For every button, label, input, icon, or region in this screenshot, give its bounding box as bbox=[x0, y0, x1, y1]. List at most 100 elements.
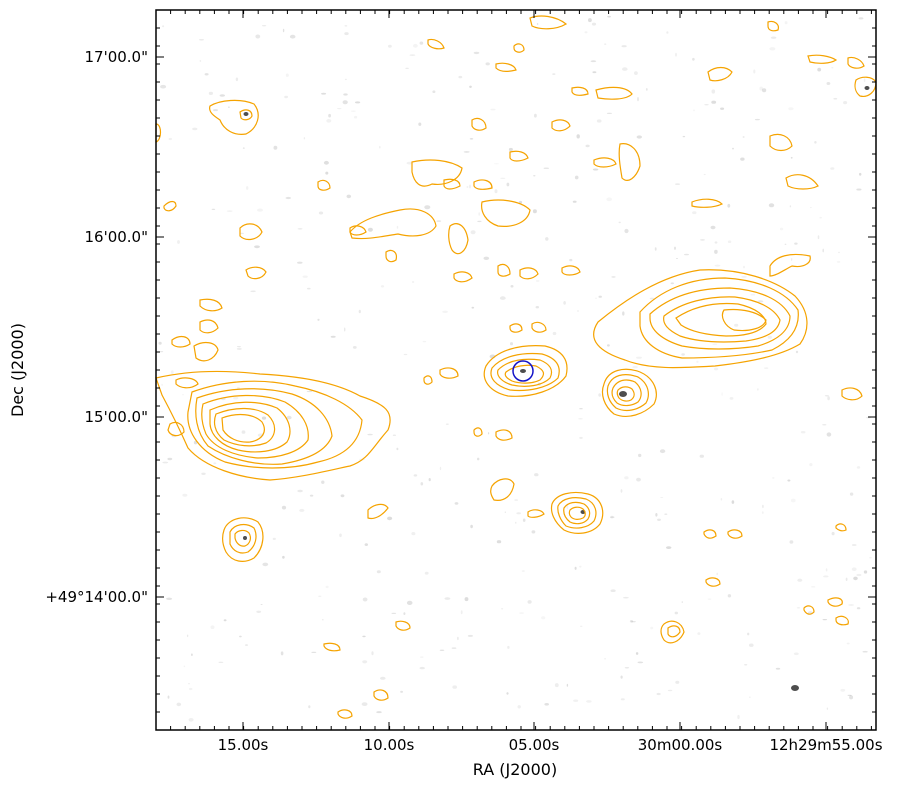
background-speck bbox=[239, 635, 242, 638]
background-speck bbox=[659, 449, 666, 454]
background-speck bbox=[413, 43, 418, 48]
background-speck bbox=[380, 676, 386, 680]
background-speck bbox=[286, 415, 292, 420]
background-speck bbox=[744, 664, 748, 666]
marker-circle bbox=[512, 360, 534, 382]
background-speck bbox=[814, 141, 817, 144]
background-speck bbox=[856, 607, 861, 610]
background-speck bbox=[376, 570, 381, 574]
background-speck bbox=[761, 511, 764, 514]
background-speck bbox=[405, 67, 409, 69]
x-tick-label: 10.00s bbox=[364, 736, 415, 754]
background-speck bbox=[534, 113, 537, 118]
background-speck bbox=[734, 323, 739, 327]
background-speck bbox=[721, 392, 723, 396]
background-speck bbox=[762, 504, 764, 509]
background-speck bbox=[585, 144, 590, 148]
background-speck bbox=[201, 472, 206, 475]
background-speck bbox=[681, 353, 685, 356]
background-speck bbox=[273, 145, 278, 150]
background-speck bbox=[684, 253, 689, 256]
background-speck bbox=[494, 189, 498, 194]
background-speck bbox=[592, 168, 599, 171]
background-speck bbox=[254, 245, 260, 249]
background-speck bbox=[439, 649, 445, 651]
background-speck bbox=[788, 107, 794, 111]
background-speck bbox=[519, 612, 524, 614]
background-speck bbox=[707, 598, 712, 600]
background-speck bbox=[552, 73, 556, 75]
background-speck bbox=[743, 265, 745, 269]
background-speck bbox=[655, 513, 658, 517]
background-speck bbox=[170, 370, 174, 375]
background-speck bbox=[317, 318, 320, 321]
background-speck bbox=[675, 52, 677, 57]
background-speck bbox=[800, 431, 806, 434]
background-speck bbox=[510, 342, 513, 346]
background-speck bbox=[337, 108, 342, 110]
background-speck bbox=[183, 665, 186, 668]
background-speck bbox=[574, 566, 577, 570]
background-speck bbox=[789, 540, 794, 544]
background-speck bbox=[161, 383, 163, 386]
background-speck bbox=[795, 350, 799, 354]
background-speck bbox=[856, 573, 862, 577]
background-speck bbox=[826, 707, 829, 710]
background-speck bbox=[255, 34, 261, 39]
background-speck bbox=[856, 466, 861, 469]
background-speck bbox=[469, 85, 472, 89]
background-speck bbox=[826, 432, 832, 437]
background-speck bbox=[496, 540, 502, 544]
background-speck bbox=[637, 661, 644, 664]
background-speck bbox=[797, 578, 803, 582]
background-speck bbox=[566, 505, 569, 510]
background-speck bbox=[321, 92, 327, 95]
background-speck bbox=[536, 22, 539, 26]
background-speck bbox=[770, 36, 777, 39]
background-speck bbox=[272, 537, 276, 541]
background-speck bbox=[403, 353, 408, 356]
background-speck bbox=[210, 625, 215, 629]
background-speck bbox=[471, 306, 475, 309]
background-speck bbox=[464, 597, 469, 602]
background-speck bbox=[260, 604, 263, 605]
background-speck bbox=[330, 335, 336, 338]
background-speck bbox=[376, 711, 382, 714]
background-speck bbox=[598, 295, 602, 298]
background-speck bbox=[775, 667, 781, 670]
background-speck bbox=[784, 243, 787, 245]
background-speck bbox=[714, 264, 721, 267]
background-speck bbox=[361, 702, 368, 706]
background-speck bbox=[297, 228, 303, 230]
background-speck bbox=[409, 54, 416, 56]
background-speck bbox=[442, 310, 448, 313]
background-speck bbox=[233, 396, 239, 400]
background-speck bbox=[664, 513, 668, 515]
background-speck bbox=[303, 137, 306, 140]
background-speck bbox=[517, 705, 521, 709]
background-speck bbox=[762, 88, 767, 93]
background-speck bbox=[236, 387, 240, 389]
background-speck bbox=[328, 113, 331, 118]
optical-source bbox=[864, 86, 870, 90]
background-speck bbox=[846, 642, 850, 645]
background-speck bbox=[326, 119, 332, 123]
background-speck bbox=[242, 147, 245, 150]
background-speck bbox=[716, 572, 718, 576]
background-speck bbox=[424, 205, 431, 210]
background-speck bbox=[541, 616, 546, 620]
background-speck bbox=[420, 656, 424, 658]
background-speck bbox=[825, 568, 828, 572]
background-speck bbox=[742, 136, 745, 138]
background-speck bbox=[851, 567, 857, 571]
contour-layer bbox=[155, 15, 877, 719]
background-speck bbox=[246, 186, 249, 190]
background-speck bbox=[757, 388, 759, 391]
background-speck bbox=[591, 22, 597, 26]
background-speck bbox=[577, 310, 579, 312]
background-speck bbox=[637, 97, 639, 102]
background-speck bbox=[831, 531, 835, 536]
background-speck bbox=[853, 576, 858, 581]
background-speck bbox=[534, 473, 539, 477]
background-speck bbox=[352, 346, 357, 349]
